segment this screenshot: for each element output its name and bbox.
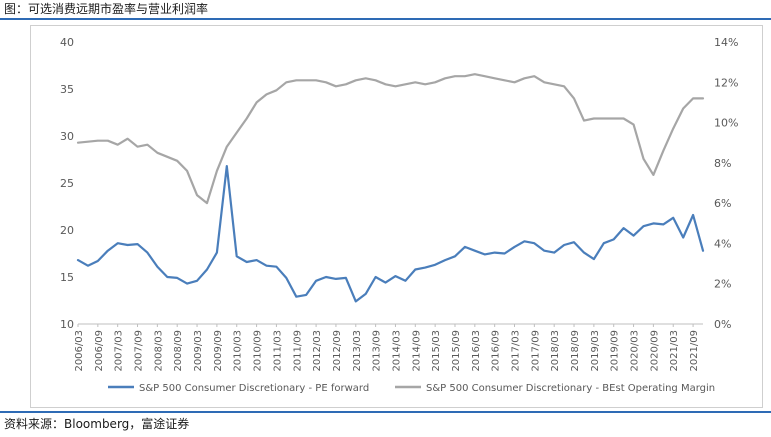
x-tick-label: 2011/09 [292,330,303,372]
figure-title: 图：可选消费远期市盈率与营业利润率 [4,2,209,16]
x-tick-label: 2014/03 [391,330,402,372]
x-tick-label: 2009/03 [193,330,204,372]
x-tick-label: 2012/09 [332,330,343,372]
x-tick-label: 2009/09 [213,330,224,372]
x-tick-label: 2007/03 [114,330,125,372]
x-tick-label: 2015/09 [451,330,462,372]
x-tick-label: 2014/09 [411,330,422,372]
x-tick-label: 2007/09 [134,330,145,372]
y-right-tick-label: 4% [714,237,731,250]
y-left-tick-label: 30 [60,130,74,143]
x-tick-label: 2010/03 [233,330,244,372]
y-left-tick-label: 10 [60,318,74,331]
x-tick-label: 2018/09 [570,330,581,372]
x-tick-label: 2016/03 [471,330,482,372]
x-tick-label: 2013/09 [372,330,383,372]
x-tick-label: 2008/09 [173,330,184,372]
x-tick-label: 2020/09 [649,330,660,372]
y-right-tick-label: 12% [714,76,738,89]
y-left-tick-label: 20 [60,224,74,237]
y-left-tick-label: 15 [60,271,74,284]
x-tick-label: 2017/09 [530,330,541,372]
y-right-tick-label: 8% [714,157,731,170]
x-tick-label: 2021/03 [669,330,680,372]
x-tick-label: 2017/03 [511,330,522,372]
x-tick-label: 2018/03 [550,330,561,372]
y-left-tick-label: 35 [60,83,74,96]
x-tick-label: 2011/03 [272,330,283,372]
legend-label-operating-margin: S&P 500 Consumer Discretionary - BEst Op… [426,383,715,394]
x-tick-label: 2013/03 [352,330,363,372]
x-tick-label: 2012/03 [312,330,323,372]
x-tick-label: 2015/03 [431,330,442,372]
x-tick-label: 2019/09 [610,330,621,372]
legend-label-pe-forward: S&P 500 Consumer Discretionary - PE forw… [139,383,369,394]
source-note: 资料来源：Bloomberg，富途证券 [4,417,190,431]
y-right-tick-label: 0% [714,318,731,331]
x-tick-label: 2020/03 [630,330,641,372]
x-tick-label: 2008/03 [153,330,164,372]
title-rule [0,18,771,20]
series-line-pe-forward [76,165,705,303]
y-right-tick-label: 6% [714,197,731,210]
series-line-operating-margin [76,73,705,205]
x-tick-label: 2006/09 [94,330,105,372]
source-rule [0,411,771,413]
y-left-tick-label: 25 [60,177,74,190]
x-tick-label: 2006/03 [74,330,85,372]
x-tick-label: 2010/09 [253,330,264,372]
chart-frame [30,25,763,408]
y-right-tick-label: 2% [714,278,731,291]
y-left-tick-label: 40 [60,36,74,49]
y-right-tick-label: 14% [714,36,738,49]
x-tick-label: 2021/09 [689,330,700,372]
x-tick-label: 2019/03 [590,330,601,372]
x-tick-label: 2016/09 [491,330,502,372]
y-right-tick-label: 10% [714,117,738,130]
